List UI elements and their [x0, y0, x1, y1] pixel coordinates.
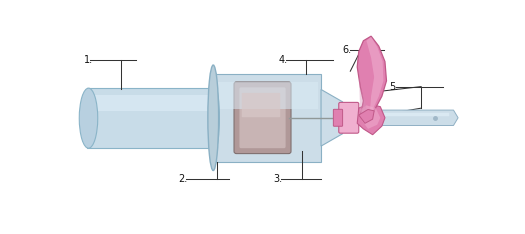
Text: 6.: 6.	[343, 45, 352, 55]
Polygon shape	[359, 69, 368, 116]
FancyBboxPatch shape	[213, 73, 321, 162]
Text: 1.: 1.	[84, 55, 93, 66]
FancyBboxPatch shape	[93, 95, 213, 111]
Polygon shape	[356, 110, 458, 125]
Text: 5.: 5.	[389, 82, 398, 91]
Ellipse shape	[208, 65, 218, 171]
Polygon shape	[357, 36, 386, 116]
Text: 2.: 2.	[178, 174, 188, 184]
Text: 3.: 3.	[274, 174, 282, 184]
Text: 4.: 4.	[279, 55, 288, 66]
Ellipse shape	[79, 88, 98, 148]
Polygon shape	[359, 110, 374, 123]
FancyBboxPatch shape	[242, 93, 280, 117]
Ellipse shape	[212, 88, 219, 148]
FancyBboxPatch shape	[234, 82, 291, 154]
FancyBboxPatch shape	[339, 102, 359, 133]
FancyBboxPatch shape	[87, 88, 216, 148]
Polygon shape	[357, 104, 385, 135]
Polygon shape	[321, 89, 343, 146]
Polygon shape	[360, 105, 380, 129]
FancyBboxPatch shape	[333, 109, 343, 126]
FancyBboxPatch shape	[239, 87, 286, 148]
FancyBboxPatch shape	[216, 82, 318, 109]
Polygon shape	[366, 37, 383, 116]
